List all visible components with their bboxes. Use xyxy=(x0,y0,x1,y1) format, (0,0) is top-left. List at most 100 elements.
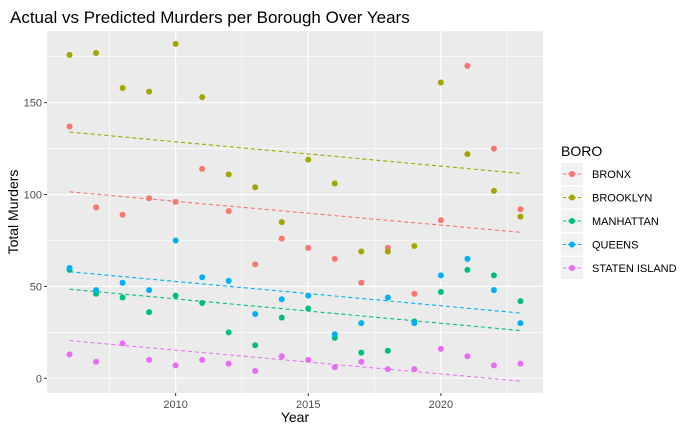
x-tick-label: 2010 xyxy=(163,399,187,411)
point-manhattan xyxy=(199,299,206,306)
chart-title: Actual vs Predicted Murders per Borough … xyxy=(10,8,410,27)
point-staten-island xyxy=(358,358,365,365)
point-manhattan xyxy=(517,298,524,305)
point-staten-island xyxy=(172,362,179,369)
legend-label-bronx: BRONX xyxy=(592,169,632,181)
point-brooklyn xyxy=(252,184,259,191)
legend-items: BRONX BROOKLYN MANHATTAN QUEENS STATEN ISLAN… xyxy=(561,163,677,279)
y-tick-label: 150 xyxy=(24,98,42,110)
point-bronx xyxy=(119,211,126,218)
point-manhattan xyxy=(437,288,444,295)
point-bronx xyxy=(331,255,338,262)
point-bronx xyxy=(517,206,524,213)
point-manhattan xyxy=(384,347,391,354)
point-bronx xyxy=(225,208,232,215)
legend-label-staten-island: STATEN ISLAND xyxy=(592,263,677,275)
point-bronx xyxy=(66,123,73,130)
point-manhattan xyxy=(146,309,153,316)
y-tick-label: 100 xyxy=(24,190,42,202)
point-manhattan xyxy=(172,292,179,299)
point-bronx xyxy=(146,195,153,202)
point-brooklyn xyxy=(225,171,232,178)
point-brooklyn xyxy=(66,51,73,58)
point-bronx xyxy=(199,165,206,172)
point-brooklyn xyxy=(384,248,391,255)
legend-title: BORO xyxy=(561,143,602,159)
y-tick-label: 50 xyxy=(30,281,42,293)
y-axis-title: Total Murders xyxy=(5,170,21,255)
point-brooklyn xyxy=(331,180,338,187)
point-queens xyxy=(384,294,391,301)
point-queens xyxy=(331,331,338,338)
point-staten-island xyxy=(119,340,126,347)
point-queens xyxy=(411,320,418,327)
point-brooklyn xyxy=(358,248,365,255)
point-staten-island xyxy=(490,362,497,369)
point-staten-island xyxy=(278,353,285,360)
point-manhattan xyxy=(305,305,312,312)
point-queens xyxy=(437,272,444,279)
point-queens xyxy=(225,277,232,284)
legend-label-brooklyn: BROOKLYN xyxy=(592,193,652,205)
point-queens xyxy=(146,287,153,294)
legend-point-bronx xyxy=(569,171,575,177)
x-axis: 2010 2015 2020 xyxy=(163,393,453,411)
point-staten-island xyxy=(331,364,338,371)
point-staten-island xyxy=(66,351,73,358)
point-staten-island xyxy=(517,360,524,367)
x-tick-label: 2020 xyxy=(429,399,453,411)
point-bronx xyxy=(358,279,365,286)
point-manhattan xyxy=(464,266,471,273)
point-manhattan xyxy=(252,342,259,349)
y-axis: 0 50 100 150 xyxy=(24,98,47,385)
point-staten-island xyxy=(384,366,391,373)
point-manhattan xyxy=(119,294,126,301)
point-brooklyn xyxy=(464,151,471,158)
point-brooklyn xyxy=(305,156,312,163)
point-staten-island xyxy=(93,358,100,365)
y-tick-label: 0 xyxy=(36,373,42,385)
point-brooklyn xyxy=(411,242,418,249)
point-bronx xyxy=(464,62,471,69)
point-queens xyxy=(517,320,524,327)
point-queens xyxy=(93,287,100,294)
point-manhattan xyxy=(225,329,232,336)
grid-minor xyxy=(47,31,543,393)
trend-lines xyxy=(69,131,521,382)
point-brooklyn xyxy=(437,79,444,86)
data-points xyxy=(66,40,524,374)
point-queens xyxy=(358,320,365,327)
legend-point-queens xyxy=(569,241,575,248)
point-brooklyn xyxy=(146,88,153,95)
point-queens xyxy=(490,287,497,294)
legend-point-manhattan xyxy=(569,218,575,224)
point-staten-island xyxy=(411,366,418,373)
legend-item-manhattan: MANHATTAN xyxy=(561,210,659,232)
legend-item-bronx: BRONX xyxy=(561,163,632,185)
point-staten-island xyxy=(225,360,232,367)
point-brooklyn xyxy=(172,40,179,47)
point-bronx xyxy=(172,198,179,205)
point-queens xyxy=(66,265,73,272)
trend-line-staten-island xyxy=(69,340,521,382)
point-staten-island xyxy=(146,356,153,363)
trend-line-brooklyn xyxy=(69,131,521,174)
legend-item-staten-island: STATEN ISLAND xyxy=(561,257,677,279)
point-queens xyxy=(464,255,471,262)
legend-point-brooklyn xyxy=(569,194,575,201)
point-bronx xyxy=(93,204,100,211)
point-staten-island xyxy=(305,356,312,363)
legend-label-queens: QUEENS xyxy=(592,240,638,252)
point-queens xyxy=(199,274,206,281)
point-queens xyxy=(119,279,126,286)
point-bronx xyxy=(305,244,312,251)
point-bronx xyxy=(437,217,444,224)
point-manhattan xyxy=(358,349,365,356)
point-staten-island xyxy=(437,345,444,352)
trend-line-bronx xyxy=(69,191,521,233)
legend-point-staten-island xyxy=(569,265,575,271)
x-axis-title: Year xyxy=(281,409,310,425)
point-staten-island xyxy=(252,367,259,374)
trend-line-manhattan xyxy=(69,288,521,332)
